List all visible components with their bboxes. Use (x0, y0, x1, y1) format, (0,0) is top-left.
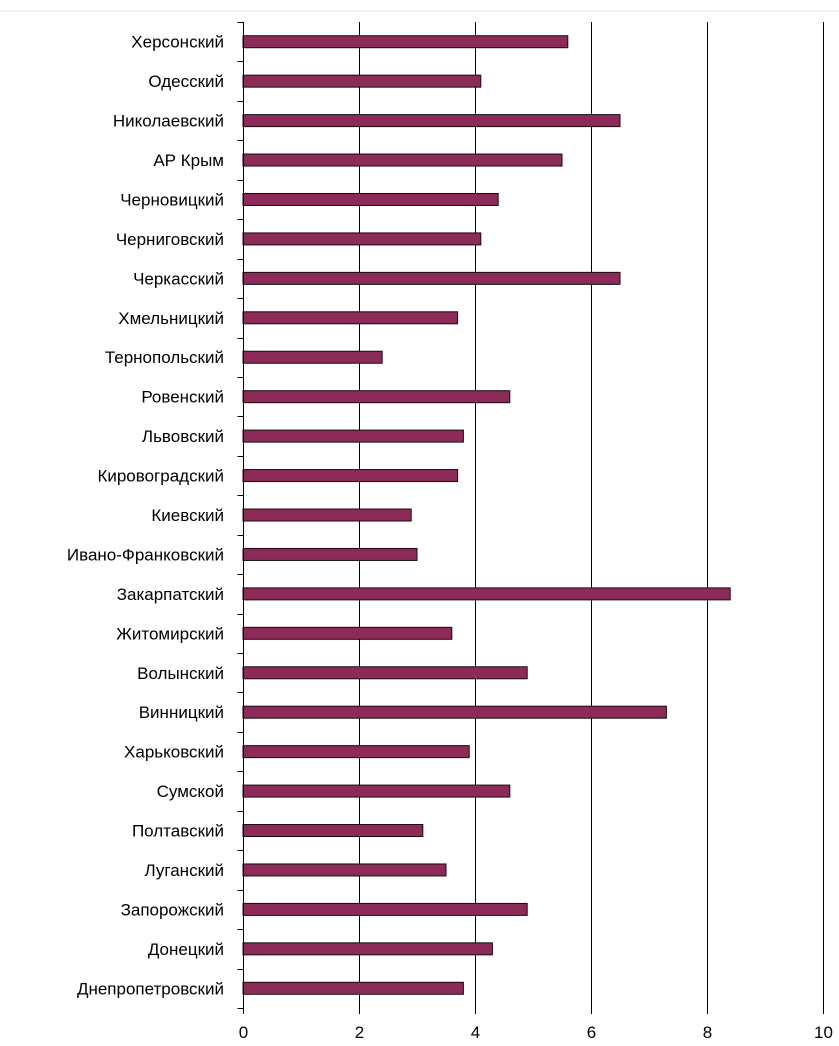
gridlines (359, 22, 824, 1008)
bar (242, 469, 459, 483)
x-tick-label: 4 (471, 1023, 480, 1042)
category-label: Львовский (142, 427, 224, 446)
category-label: Черновицкий (120, 190, 224, 209)
bar (242, 863, 447, 877)
bar (242, 74, 482, 88)
bar (242, 981, 464, 995)
category-label: Луганский (145, 861, 224, 880)
bar (242, 784, 511, 798)
bar (242, 232, 482, 246)
x-tick-labels: 0 2 4 6 8 10 (239, 1023, 833, 1042)
bars (242, 35, 731, 995)
category-labels: Херсонский Одесский Николаевский АР Крым Чер… (67, 33, 224, 999)
category-label: Николаевский (113, 112, 224, 131)
x-tick-label: 10 (814, 1023, 833, 1042)
bar (242, 271, 621, 285)
bar (242, 153, 563, 167)
category-label: Полтавский (132, 822, 224, 841)
bar (242, 429, 464, 443)
category-label: Ивано-Франковский (67, 545, 224, 564)
category-label: Днепропетровский (77, 979, 224, 998)
category-label: Харьковский (124, 743, 224, 762)
category-label: Черкасский (133, 269, 224, 288)
bar (242, 311, 459, 325)
axes (237, 22, 824, 1014)
x-tick-label: 8 (703, 1023, 712, 1042)
category-label: Херсонский (131, 33, 224, 52)
bar (242, 35, 569, 49)
category-label: Сумской (157, 782, 224, 801)
category-label: АР Крым (153, 151, 224, 170)
x-tick-label: 6 (587, 1023, 596, 1042)
bar (242, 508, 412, 522)
category-label: Черниговский (116, 230, 224, 249)
category-label: Кировоградский (97, 467, 224, 486)
bar (242, 666, 528, 680)
category-label: Житомирский (116, 624, 224, 643)
bar (242, 547, 418, 561)
bar (242, 587, 731, 601)
bar (242, 942, 493, 956)
category-label: Киевский (151, 506, 224, 525)
bar (242, 745, 470, 759)
bar (242, 390, 511, 404)
bar (242, 705, 667, 719)
x-tick-label: 0 (239, 1023, 248, 1042)
bar (242, 902, 528, 916)
category-label: Закарпатский (117, 585, 224, 604)
category-label: Одесский (148, 72, 224, 91)
bar (242, 626, 453, 640)
category-label: Запорожский (121, 900, 224, 919)
bar (242, 350, 383, 364)
category-label: Винницкий (139, 703, 224, 722)
category-label: Хмельницкий (118, 309, 224, 328)
bar (242, 824, 424, 838)
bar (242, 192, 499, 206)
x-tick-label: 2 (355, 1023, 364, 1042)
category-label: Донецкий (148, 940, 224, 959)
category-label: Волынский (137, 664, 224, 683)
category-label: Ровенский (141, 388, 224, 407)
category-label: Тернопольский (105, 348, 224, 367)
bar (242, 114, 621, 128)
